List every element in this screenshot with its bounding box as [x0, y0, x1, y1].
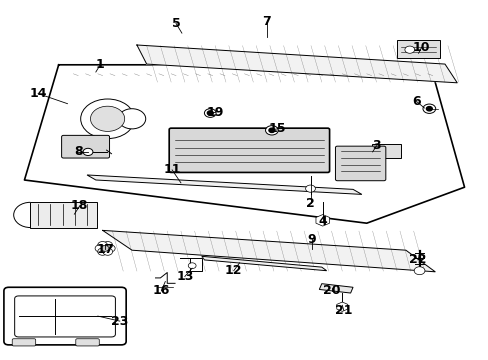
Polygon shape — [87, 175, 361, 194]
Text: 10: 10 — [412, 41, 429, 54]
Text: 14: 14 — [29, 87, 47, 100]
Polygon shape — [9, 291, 121, 341]
Circle shape — [426, 107, 431, 111]
Text: 21: 21 — [334, 304, 352, 317]
Text: 2: 2 — [305, 197, 314, 210]
Text: 18: 18 — [71, 199, 88, 212]
Text: 23: 23 — [111, 315, 128, 328]
Text: 17: 17 — [96, 243, 114, 256]
Polygon shape — [137, 45, 456, 83]
Polygon shape — [202, 256, 326, 271]
Text: 11: 11 — [163, 163, 181, 176]
Text: 5: 5 — [171, 17, 180, 30]
Text: 3: 3 — [371, 139, 380, 152]
FancyBboxPatch shape — [335, 146, 385, 181]
Text: 20: 20 — [322, 284, 340, 297]
Circle shape — [102, 242, 112, 249]
Circle shape — [105, 245, 115, 252]
Circle shape — [98, 242, 107, 249]
FancyBboxPatch shape — [61, 135, 109, 158]
Text: 9: 9 — [307, 233, 316, 246]
FancyBboxPatch shape — [12, 339, 36, 346]
Circle shape — [102, 248, 112, 255]
FancyBboxPatch shape — [169, 128, 329, 172]
Text: 15: 15 — [268, 122, 286, 135]
Circle shape — [422, 104, 435, 113]
Circle shape — [305, 185, 315, 192]
Circle shape — [98, 248, 107, 255]
Text: 12: 12 — [224, 264, 242, 277]
Text: 6: 6 — [411, 95, 420, 108]
Polygon shape — [371, 144, 400, 158]
Circle shape — [81, 99, 134, 139]
Text: 13: 13 — [176, 270, 193, 283]
Text: 1: 1 — [96, 58, 104, 71]
Circle shape — [101, 246, 109, 251]
Polygon shape — [30, 202, 97, 228]
Circle shape — [90, 106, 124, 131]
Polygon shape — [319, 284, 352, 293]
Circle shape — [95, 245, 104, 252]
Circle shape — [268, 128, 274, 132]
FancyBboxPatch shape — [396, 40, 439, 58]
Text: 22: 22 — [408, 253, 426, 266]
Text: 4: 4 — [318, 215, 326, 228]
Circle shape — [204, 109, 216, 117]
Text: 8: 8 — [74, 145, 82, 158]
Circle shape — [83, 148, 93, 156]
Circle shape — [413, 267, 424, 275]
Circle shape — [188, 263, 196, 269]
Text: 19: 19 — [206, 106, 224, 119]
Polygon shape — [180, 258, 202, 271]
Text: 7: 7 — [262, 15, 270, 28]
Circle shape — [265, 126, 278, 135]
FancyBboxPatch shape — [76, 339, 99, 346]
Polygon shape — [102, 230, 434, 272]
Circle shape — [207, 111, 213, 115]
Circle shape — [404, 46, 414, 53]
Text: 16: 16 — [152, 284, 170, 297]
Circle shape — [118, 109, 145, 129]
Polygon shape — [24, 65, 464, 223]
